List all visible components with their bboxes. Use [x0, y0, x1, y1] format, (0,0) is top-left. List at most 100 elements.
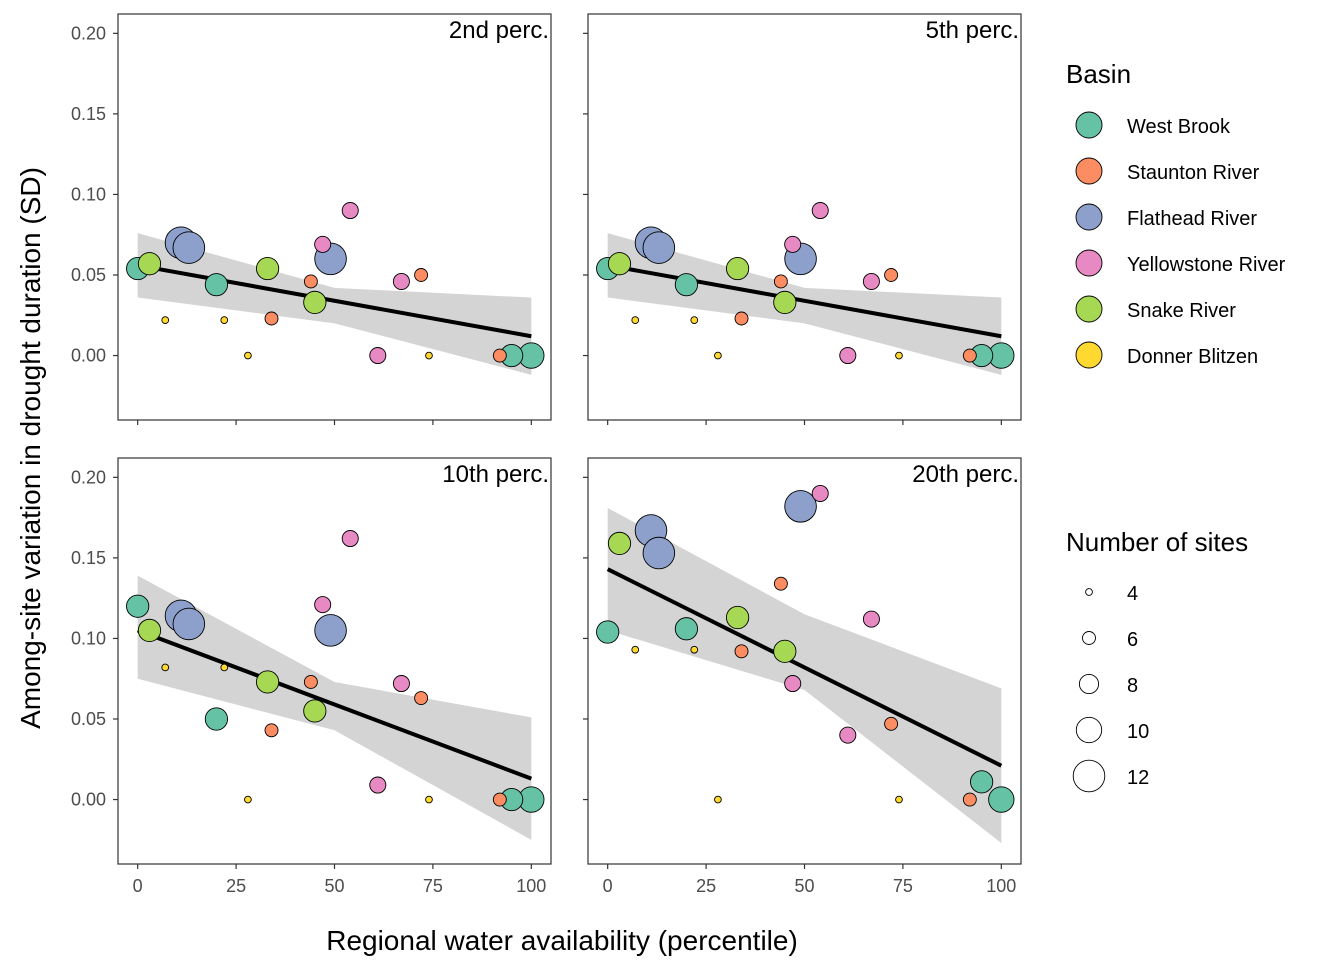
point-snake-river: [607, 531, 632, 555]
point-staunton-river: [264, 723, 279, 738]
size-legend-label: 10: [1127, 721, 1149, 743]
point-flathead-river: [172, 607, 206, 641]
point-staunton-river: [773, 576, 788, 591]
facet-label: 5th perc.: [926, 17, 1019, 44]
point-staunton-river: [303, 674, 318, 689]
point-staunton-river: [734, 311, 749, 326]
point-flathead-river: [784, 490, 817, 523]
point-snake-river: [725, 605, 750, 630]
facet-label: 2nd perc.: [449, 17, 549, 44]
y-tick-label: 0.05: [71, 265, 106, 285]
confidence-ribbon: [607, 233, 1002, 375]
point-donner-blitzen: [244, 795, 252, 804]
x-axis-title: Regional water availability (percentile): [326, 925, 798, 956]
legend-key-snake-river: [1075, 295, 1103, 323]
y-tick-label: 0.15: [71, 104, 106, 124]
point-snake-river: [303, 290, 327, 314]
confidence-ribbon: [137, 233, 532, 375]
trend-line: [606, 567, 1003, 768]
size-legend-key: [1072, 759, 1106, 793]
point-staunton-river: [264, 311, 279, 326]
size-legend-title: Number of sites: [1066, 527, 1248, 557]
y-tick-label: 0.00: [71, 790, 106, 810]
point-flathead-river: [172, 231, 206, 264]
point-staunton-river: [773, 274, 788, 289]
point-staunton-river: [492, 348, 507, 363]
point-yellowstone-river: [314, 235, 332, 253]
point-donner-blitzen: [220, 663, 229, 672]
point-donner-blitzen: [244, 351, 252, 360]
point-donner-blitzen: [161, 663, 170, 672]
point-yellowstone-river: [314, 596, 332, 614]
point-donner-blitzen: [690, 316, 699, 324]
legend-label: Flathead River: [1127, 208, 1257, 230]
point-yellowstone-river: [862, 610, 880, 628]
legend-key-staunton-river: [1075, 157, 1103, 185]
point-yellowstone-river: [862, 272, 880, 290]
panel-3: 10th perc. 0.00 0.05 0.10 0.15 0.20 0 25 50 75 100: [71, 457, 552, 896]
point-donner-blitzen: [714, 351, 722, 360]
facet-label: 20th perc.: [912, 461, 1019, 488]
size-legend-label: 4: [1127, 583, 1138, 605]
point-yellowstone-river: [369, 776, 387, 794]
point-west-brook: [970, 770, 994, 794]
point-yellowstone-river: [341, 202, 359, 220]
point-yellowstone-river: [839, 347, 857, 365]
size-legend-key: [1085, 588, 1093, 596]
y-tick-label: 0.10: [71, 184, 106, 204]
point-donner-blitzen: [425, 351, 433, 360]
point-snake-river: [725, 256, 750, 281]
y-tick-label: 0.10: [71, 628, 106, 648]
x-tick-label: 0: [603, 876, 613, 896]
trend-line: [136, 628, 533, 781]
point-snake-river: [773, 290, 797, 314]
point-yellowstone-river: [784, 235, 802, 253]
point-staunton-river: [884, 268, 899, 282]
legend-key-west-brook: [1075, 111, 1103, 139]
point-flathead-river: [314, 614, 347, 647]
point-donner-blitzen: [631, 645, 640, 654]
point-yellowstone-river: [784, 675, 802, 693]
size-legend-label: 8: [1127, 675, 1138, 697]
point-west-brook: [204, 273, 229, 297]
confidence-ribbon: [137, 575, 532, 840]
point-west-brook: [674, 273, 699, 297]
x-tick-label: 25: [696, 876, 716, 896]
point-donner-blitzen: [895, 351, 903, 360]
x-tick-label: 0: [133, 876, 143, 896]
legend-label: Staunton River: [1127, 162, 1260, 184]
size-legend-label: 12: [1127, 767, 1149, 789]
point-snake-river: [255, 256, 280, 281]
point-yellowstone-river: [392, 675, 410, 693]
panel-2: 5th perc.: [583, 13, 1022, 425]
basin-legend: Basin West Brook Staunton River Flathead R…: [1066, 59, 1286, 369]
point-staunton-river: [962, 348, 977, 363]
x-tick-label: 75: [893, 876, 913, 896]
x-tick-label: 25: [226, 876, 246, 896]
point-snake-river: [137, 618, 162, 642]
y-tick-label: 0.15: [71, 548, 106, 568]
x-tick-label: 75: [423, 876, 443, 896]
legend-label: Snake River: [1127, 300, 1236, 322]
point-snake-river: [137, 252, 162, 276]
point-yellowstone-river: [839, 726, 857, 744]
point-staunton-river: [492, 792, 507, 807]
point-yellowstone-river: [341, 530, 359, 548]
size-legend-label: 6: [1127, 629, 1138, 651]
x-tick-label: 50: [324, 876, 344, 896]
point-snake-river: [607, 252, 632, 276]
panels: 2nd perc. 0.00 0.05 0.10 0.15 0.20 5th perc. 10…: [71, 13, 1022, 896]
point-staunton-river: [884, 716, 899, 731]
point-west-brook: [596, 620, 620, 644]
size-legend: Number of sites 4 6 8 10 12: [1066, 527, 1248, 793]
point-donner-blitzen: [161, 316, 170, 324]
x-tick-label: 100: [516, 876, 546, 896]
size-legend-key: [1075, 716, 1103, 744]
point-yellowstone-river: [811, 484, 829, 502]
point-staunton-river: [734, 644, 749, 659]
point-snake-river: [255, 670, 280, 694]
x-tick-label: 50: [794, 876, 814, 896]
x-tick-label: 100: [986, 876, 1016, 896]
legend-label: West Brook: [1127, 116, 1231, 138]
